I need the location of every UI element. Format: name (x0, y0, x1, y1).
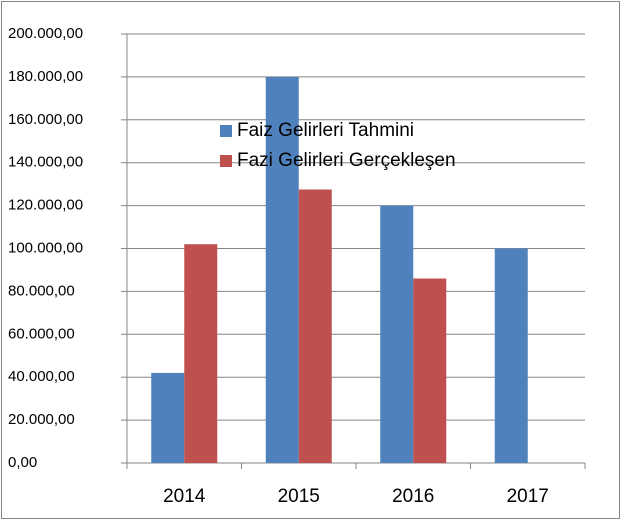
legend-label: Fazi Gelirleri Gerçekleşen (237, 150, 456, 171)
y-tick-label: 20.000,00 (8, 411, 75, 428)
y-tick-label: 80.000,00 (8, 282, 75, 299)
bar (298, 189, 332, 463)
x-tick-label: 2015 (278, 486, 320, 507)
legend-label: Faiz Gelirleri Tahmini (237, 120, 414, 141)
bar (380, 205, 414, 463)
y-tick-label: 60.000,00 (8, 325, 75, 342)
legend-swatch (220, 155, 232, 167)
y-tick-label: 100.000,00 (8, 239, 83, 256)
y-tick-label: 140.000,00 (8, 154, 83, 171)
y-tick-label: 180.000,00 (8, 68, 83, 85)
y-tick-label: 200.000,00 (8, 25, 83, 42)
x-tick-label: 2014 (163, 486, 206, 507)
y-tick-label: 120.000,00 (8, 197, 83, 214)
bar (494, 248, 528, 463)
x-tick-label: 2017 (507, 486, 549, 507)
bar (413, 278, 447, 463)
bar (265, 76, 299, 464)
legend-swatch (220, 125, 232, 137)
y-tick-label: 0,00 (8, 454, 37, 471)
bar (184, 244, 218, 463)
x-tick-label: 2016 (392, 486, 434, 507)
y-tick-label: 40.000,00 (8, 368, 75, 385)
bar (151, 372, 185, 463)
y-tick-label: 160.000,00 (8, 111, 83, 128)
